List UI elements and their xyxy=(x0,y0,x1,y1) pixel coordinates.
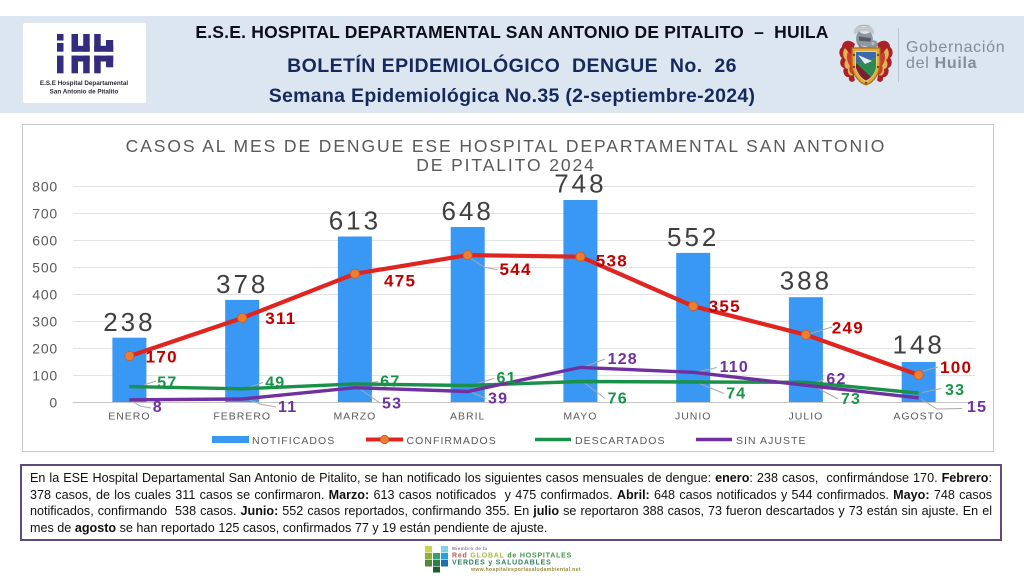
svg-text:748: 748 xyxy=(554,169,606,199)
svg-text:475: 475 xyxy=(384,272,416,291)
svg-text:53: 53 xyxy=(382,396,402,413)
svg-text:311: 311 xyxy=(265,309,296,328)
svg-text:128: 128 xyxy=(608,351,638,368)
svg-text:148: 148 xyxy=(893,330,945,360)
svg-text:62: 62 xyxy=(826,371,846,388)
svg-text:San Antonio de Pitalito: San Antonio de Pitalito xyxy=(50,89,119,96)
svg-text:MARZO: MARZO xyxy=(333,411,376,423)
svg-text:VERDES y SALUDABLES: VERDES y SALUDABLES xyxy=(452,560,552,567)
svg-text:544: 544 xyxy=(500,260,532,279)
svg-text:73: 73 xyxy=(841,391,861,408)
svg-text:700: 700 xyxy=(32,206,58,222)
svg-text:800: 800 xyxy=(32,179,58,195)
svg-text:552: 552 xyxy=(667,222,719,252)
svg-text:76: 76 xyxy=(608,391,628,408)
svg-text:600: 600 xyxy=(32,233,58,249)
svg-text:110: 110 xyxy=(720,359,749,376)
svg-text:378: 378 xyxy=(216,269,268,299)
svg-text:39: 39 xyxy=(488,391,508,408)
svg-text:500: 500 xyxy=(32,260,58,276)
svg-text:ABRIL: ABRIL xyxy=(450,411,485,423)
svg-text:74: 74 xyxy=(726,386,746,403)
svg-text:AGOSTO: AGOSTO xyxy=(893,411,944,423)
svg-text:E.S.E Hospital Departamental: E.S.E Hospital Departamental xyxy=(40,80,128,87)
svg-text:170: 170 xyxy=(146,348,178,367)
svg-text:JUNIO: JUNIO xyxy=(675,411,712,423)
svg-text:11: 11 xyxy=(278,399,297,416)
svg-text:Miembro de la: Miembro de la xyxy=(452,546,488,551)
svg-text:JULIO: JULIO xyxy=(789,411,824,423)
svg-text:DESCARTADOS: DESCARTADOS xyxy=(575,435,666,447)
svg-text:DE PITALITO 2024: DE PITALITO 2024 xyxy=(416,155,596,175)
svg-text:100: 100 xyxy=(940,358,972,377)
svg-text:249: 249 xyxy=(832,319,864,338)
svg-text:CASOS AL MES DE DENGUE ESE HOS: CASOS AL MES DE DENGUE ESE HOSPITAL DEPA… xyxy=(126,136,887,156)
svg-text:400: 400 xyxy=(32,287,58,303)
svg-text:8: 8 xyxy=(153,399,163,416)
svg-text:200: 200 xyxy=(32,341,58,357)
svg-text:57: 57 xyxy=(157,374,177,391)
svg-text:FEBRERO: FEBRERO xyxy=(213,411,271,423)
svg-text:49: 49 xyxy=(265,374,285,391)
svg-text:61: 61 xyxy=(497,370,517,387)
svg-text:300: 300 xyxy=(32,314,58,330)
svg-text:33: 33 xyxy=(945,382,965,399)
svg-text:613: 613 xyxy=(329,206,381,236)
svg-text:CONFIRMADOS: CONFIRMADOS xyxy=(407,435,497,447)
svg-text:Red GLOBAL de HOSPITALES: Red GLOBAL de HOSPITALES xyxy=(452,553,572,560)
svg-text:MAYO: MAYO xyxy=(563,411,597,423)
svg-text:SIN AJUSTE: SIN AJUSTE xyxy=(736,435,807,447)
svg-text:www.hospitalesporlasaludambien: www.hospitalesporlasaludambiental.net xyxy=(470,567,581,573)
svg-text:0: 0 xyxy=(49,395,58,411)
svg-text:NOTIFICADOS: NOTIFICADOS xyxy=(252,435,335,447)
svg-text:100: 100 xyxy=(32,368,58,384)
svg-text:67: 67 xyxy=(380,373,400,390)
svg-text:388: 388 xyxy=(780,266,832,296)
svg-text:648: 648 xyxy=(442,196,494,226)
svg-text:538: 538 xyxy=(596,252,628,271)
svg-text:15: 15 xyxy=(967,399,987,416)
svg-text:238: 238 xyxy=(103,307,155,337)
svg-text:ENERO: ENERO xyxy=(108,411,150,423)
svg-text:355: 355 xyxy=(709,297,741,316)
